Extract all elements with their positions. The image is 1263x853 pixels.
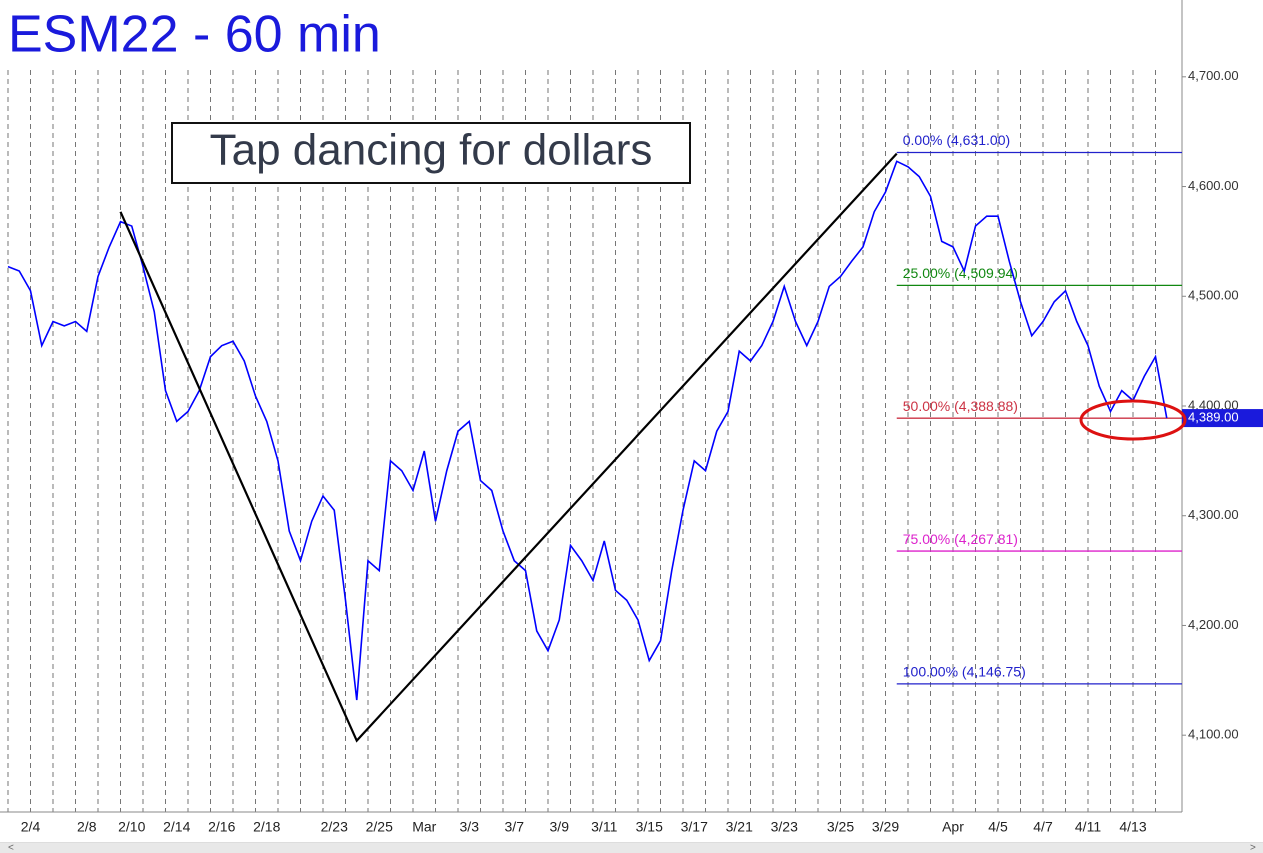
x-tick-label: Mar	[412, 819, 436, 835]
x-tick-label: 3/23	[771, 819, 798, 835]
x-tick-label: 3/17	[681, 819, 708, 835]
x-tick-label: 4/11	[1075, 819, 1101, 835]
x-tick-label: 3/11	[591, 819, 617, 835]
scroll-right[interactable]: >	[1250, 843, 1256, 853]
x-tick-label: 4/13	[1119, 819, 1146, 835]
x-tick-label: 3/25	[827, 819, 854, 835]
grid	[7, 70, 1156, 812]
y-tick-label: 4,100.00	[1188, 727, 1239, 742]
x-tick-label: 3/21	[726, 819, 753, 835]
x-tick-label: 3/15	[636, 819, 663, 835]
y-tick-label: 4,600.00	[1188, 178, 1239, 193]
x-tick-label: 2/14	[163, 819, 190, 835]
x-tick-label: 2/18	[253, 819, 280, 835]
fib-label: 100.00% (4,146.75)	[903, 664, 1026, 680]
x-tick-label: 3/3	[460, 819, 480, 835]
annotation: Tap dancing for dollars	[210, 126, 653, 175]
x-tick-label: 2/23	[321, 819, 348, 835]
y-tick-label: 4,300.00	[1188, 507, 1239, 522]
chart-title: ESM22 - 60 min	[8, 6, 381, 64]
highlight-ellipse	[1079, 399, 1187, 441]
x-tick-label: 2/10	[118, 819, 145, 835]
fib-label: 75.00% (4,267.81)	[903, 531, 1018, 547]
price-line	[7, 160, 1168, 701]
x-tick-label: 2/16	[208, 819, 235, 835]
y-tick-label: 4,500.00	[1188, 288, 1239, 303]
annotation-box	[171, 122, 691, 184]
last-price-label: 4,389.00	[1188, 410, 1239, 425]
fib-label: 0.00% (4,631.00)	[903, 132, 1010, 148]
scrollbar[interactable]	[0, 843, 1263, 853]
x-tick-label: 4/7	[1033, 819, 1053, 835]
last-price-tag	[1182, 409, 1263, 428]
x-tick-label: 4/5	[988, 819, 1008, 835]
y-tick-label: 4,400.00	[1188, 397, 1239, 412]
scroll-left[interactable]: <	[8, 843, 14, 853]
x-tick-label: Apr	[942, 819, 964, 835]
x-tick-label: 3/29	[872, 819, 899, 835]
y-tick-label: 4,700.00	[1188, 68, 1239, 83]
trend-line	[119, 152, 898, 743]
y-tick-label: 4,200.00	[1188, 617, 1239, 632]
fib-label: 25.00% (4,509.94)	[903, 265, 1018, 281]
fib-label: 50.00% (4,388.88)	[903, 398, 1018, 414]
x-tick-label: 2/25	[366, 819, 393, 835]
x-tick-label: 3/7	[505, 819, 525, 835]
x-tick-label: 3/9	[550, 819, 570, 835]
x-tick-label: 2/4	[21, 819, 41, 835]
x-tick-label: 2/8	[77, 819, 97, 835]
